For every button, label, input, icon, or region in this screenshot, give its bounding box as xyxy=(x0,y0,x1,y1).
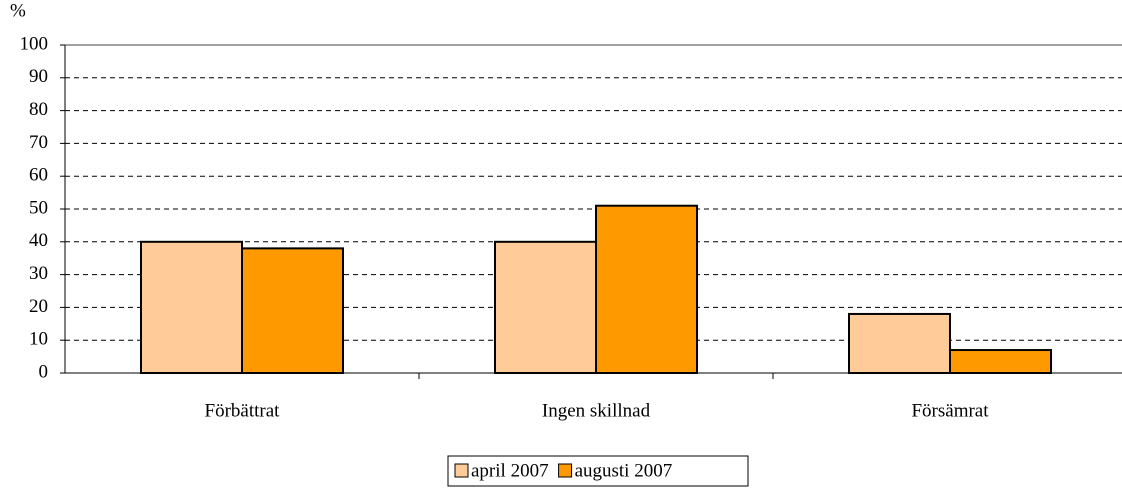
bar xyxy=(949,349,1052,375)
y-tick-label: 50 xyxy=(29,197,48,218)
bar xyxy=(595,204,698,374)
x-tick-label: Försämrat xyxy=(911,400,989,421)
y-tick-label: 20 xyxy=(29,296,48,317)
x-tick-label: Ingen skillnad xyxy=(542,400,651,421)
y-tick-label: 100 xyxy=(20,33,49,54)
bar xyxy=(140,240,243,374)
y-tick-label: 40 xyxy=(29,230,48,251)
legend-box xyxy=(447,455,749,487)
y-tick-label: 60 xyxy=(29,165,48,186)
y-tick-label: 10 xyxy=(29,329,48,350)
legend-swatch xyxy=(558,463,573,478)
y-axis-label: % xyxy=(10,0,26,21)
y-tick-label: 90 xyxy=(29,66,48,87)
y-tick-label: 0 xyxy=(39,361,49,382)
bar xyxy=(241,247,344,374)
legend-label: april 2007 xyxy=(471,460,549,481)
bar xyxy=(494,240,597,374)
x-tick-label: Förbättrat xyxy=(205,400,281,421)
legend-label: augusti 2007 xyxy=(575,460,673,481)
y-tick-label: 30 xyxy=(29,263,48,284)
y-tick-label: 70 xyxy=(29,132,48,153)
bar xyxy=(848,312,951,374)
legend-swatch xyxy=(454,463,469,478)
y-tick-label: 80 xyxy=(29,99,48,120)
